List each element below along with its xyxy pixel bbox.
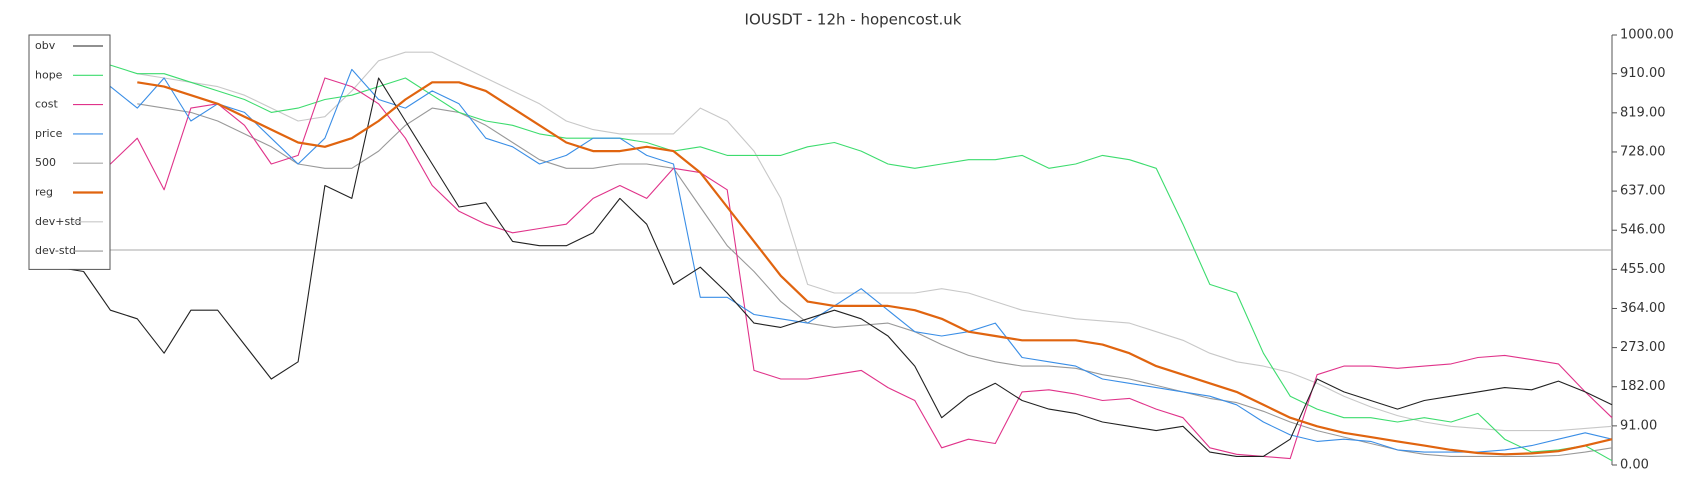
y-tick-label: 0.00	[1620, 458, 1649, 473]
series-line	[29, 77, 1613, 460]
y-tick-label: 1000.00	[1620, 28, 1674, 43]
y-tick-label: 91.00	[1620, 418, 1657, 433]
chart-title: IOUSDT - 12h - hopencost.uk	[745, 11, 962, 29]
legend-box	[28, 34, 111, 270]
y-tick-label: 273.00	[1620, 340, 1666, 355]
series-line	[137, 81, 1613, 456]
y-tick-label: 364.00	[1620, 301, 1666, 316]
legend: obv hope cost price 500 reg dev+std dev-std	[28, 34, 111, 270]
y-tick-label: 546.00	[1620, 223, 1666, 238]
legend-label: price	[35, 127, 63, 140]
legend-label: hope	[35, 68, 63, 81]
y-tick-label: 910.00	[1620, 66, 1666, 81]
y-tick-label: 455.00	[1620, 262, 1666, 277]
series-line	[29, 34, 1613, 462]
series-line	[137, 51, 1613, 432]
legend-label: obv	[35, 39, 56, 52]
y-tick-label: 637.00	[1620, 184, 1666, 199]
legend-label: 500	[35, 156, 56, 169]
y-tick-label: 819.00	[1620, 105, 1666, 120]
legend-label: cost	[35, 98, 59, 111]
legend-label: dev+std	[35, 215, 82, 228]
series-line	[137, 103, 1613, 457]
legend-label: dev-std	[35, 244, 76, 257]
y-tick-label: 182.00	[1620, 379, 1666, 394]
y-tick-label: 728.00	[1620, 144, 1666, 159]
series-line	[29, 77, 1613, 457]
legend-label: reg	[35, 186, 53, 199]
